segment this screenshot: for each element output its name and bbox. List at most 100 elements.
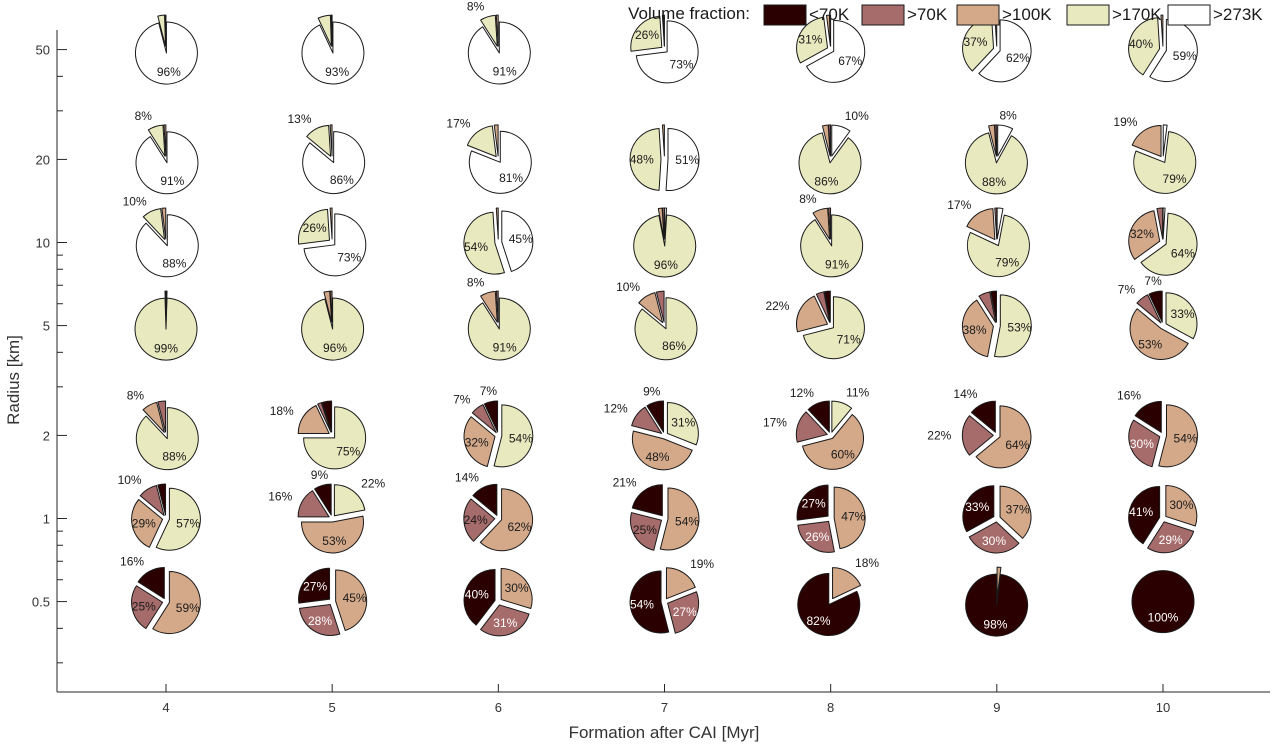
legend-swatch bbox=[1066, 4, 1110, 26]
pie-slice bbox=[467, 21, 531, 85]
pie-slice bbox=[317, 402, 332, 433]
pie-slice bbox=[297, 490, 330, 518]
pie-slice bbox=[493, 124, 499, 157]
pie-slice bbox=[303, 213, 367, 277]
pie-slice-label: 93% bbox=[325, 65, 349, 79]
pie: 93% bbox=[301, 14, 365, 85]
pie-slice bbox=[333, 484, 366, 517]
pie-slice bbox=[329, 124, 333, 157]
pie-slice bbox=[802, 296, 865, 360]
pie-slice bbox=[303, 406, 367, 470]
pie-slice-label: 32% bbox=[465, 435, 489, 449]
pie-slice bbox=[157, 14, 167, 47]
pie-slice bbox=[135, 131, 199, 195]
pie-slice-label: 29% bbox=[132, 516, 156, 530]
pie: 8% 91% bbox=[135, 109, 199, 195]
y-tick-label: 20 bbox=[36, 152, 50, 167]
pie-slice-label: 30% bbox=[505, 581, 529, 595]
pie-slice bbox=[152, 571, 201, 635]
pie-slice bbox=[802, 413, 865, 470]
pie: 32% 64% bbox=[1128, 207, 1198, 276]
legend-swatch bbox=[763, 4, 807, 26]
pie: 9% 12% 48% 31% bbox=[604, 385, 699, 471]
pie-slice bbox=[1165, 292, 1198, 340]
pie-slice bbox=[638, 292, 664, 324]
pie: 18% 75% bbox=[270, 400, 367, 470]
pie-slice bbox=[493, 404, 534, 468]
pie: 96% bbox=[134, 14, 198, 85]
pie-slice-label: 29% bbox=[1159, 533, 1183, 547]
pie-slice bbox=[301, 297, 365, 361]
legend-title: Volume fraction: bbox=[628, 4, 750, 23]
pie-slice bbox=[807, 400, 830, 433]
pie-slice-label: 8% bbox=[135, 109, 153, 123]
pie-slice bbox=[1133, 131, 1197, 194]
pie-slice-label: 86% bbox=[330, 173, 354, 187]
pie-slice-label: 24% bbox=[464, 513, 488, 527]
pie-slice bbox=[978, 19, 1032, 83]
pie-slice bbox=[317, 14, 332, 47]
x-tick-label: 10 bbox=[1156, 700, 1170, 715]
pie-slice bbox=[631, 430, 693, 471]
pie: 26% 73% bbox=[297, 207, 367, 277]
pie-slice-label: 96% bbox=[654, 258, 678, 272]
pie-slice-label: 45% bbox=[343, 591, 367, 605]
pie: 9% 16% 53% 22% bbox=[268, 468, 386, 554]
pie-slice bbox=[297, 404, 330, 435]
pie-slice bbox=[463, 211, 505, 275]
pie-slice bbox=[1162, 207, 1166, 240]
pie-slice bbox=[306, 124, 332, 157]
pie-slice bbox=[815, 291, 831, 323]
legend-swatch bbox=[956, 4, 1000, 26]
pie-slice-label: 27% bbox=[673, 605, 697, 619]
pie-slice-label: 53% bbox=[1007, 321, 1031, 335]
pie: 31% 67% bbox=[796, 14, 866, 83]
pie-slice bbox=[965, 573, 1029, 637]
pie-slice bbox=[1160, 14, 1164, 47]
pie-slice bbox=[335, 569, 368, 632]
pie-slice-label: 31% bbox=[798, 32, 822, 46]
pie-slice bbox=[968, 521, 1020, 554]
pie-slice-label: 30% bbox=[1169, 498, 1193, 512]
x-tick-label: 8 bbox=[827, 700, 834, 715]
pie-slice-label: 7% bbox=[453, 392, 471, 406]
pie-slice-label: 12% bbox=[604, 402, 628, 416]
pie-slice-label: 64% bbox=[1171, 246, 1195, 260]
pie-slice bbox=[1140, 212, 1198, 276]
pie-slice-label: 98% bbox=[983, 617, 1007, 631]
pie-slice bbox=[501, 210, 534, 272]
pie-slice bbox=[966, 208, 996, 241]
pie-slice bbox=[301, 21, 365, 85]
pie-slice-label: 62% bbox=[507, 520, 531, 534]
pie: 40% 31% 30% bbox=[463, 568, 533, 637]
pie: 88% 8% bbox=[964, 108, 1028, 195]
pie: 16% 30% 54% bbox=[1117, 389, 1198, 468]
pie-slice bbox=[997, 124, 1014, 157]
pie-slice bbox=[798, 132, 862, 195]
y-tick-label: 10 bbox=[36, 236, 50, 251]
pie: 8% 91% bbox=[799, 192, 864, 278]
pie-slice bbox=[463, 568, 496, 626]
pie-slice-label: 33% bbox=[965, 500, 989, 514]
pie-slice bbox=[298, 567, 331, 604]
pie-slice-label: 27% bbox=[303, 580, 327, 594]
pie-slice-label: 26% bbox=[635, 28, 659, 42]
pie-slice-label: 91% bbox=[160, 174, 184, 188]
pie: 14% 24% 62% bbox=[455, 470, 534, 552]
pie-slice-label: 40% bbox=[465, 587, 489, 601]
pie-slice bbox=[329, 207, 333, 240]
pie-slice-label: 17% bbox=[763, 416, 787, 430]
pie-slice-label: 64% bbox=[1005, 438, 1029, 452]
pie-slice bbox=[463, 498, 496, 542]
pie-slice-label: 48% bbox=[645, 450, 669, 464]
pie-slice-label: 96% bbox=[157, 65, 181, 79]
pie-slice bbox=[135, 407, 199, 471]
y-tick-label: 2 bbox=[43, 428, 50, 443]
pie: 27% 28% 45% bbox=[298, 567, 368, 637]
pie: 38% 53% bbox=[961, 290, 1032, 358]
pie-slice bbox=[155, 487, 201, 551]
pie-slice-label: 17% bbox=[947, 198, 971, 212]
pie: 21% 25% 54% bbox=[613, 476, 700, 551]
pie-slice bbox=[500, 568, 533, 610]
pie-slice bbox=[297, 208, 330, 245]
